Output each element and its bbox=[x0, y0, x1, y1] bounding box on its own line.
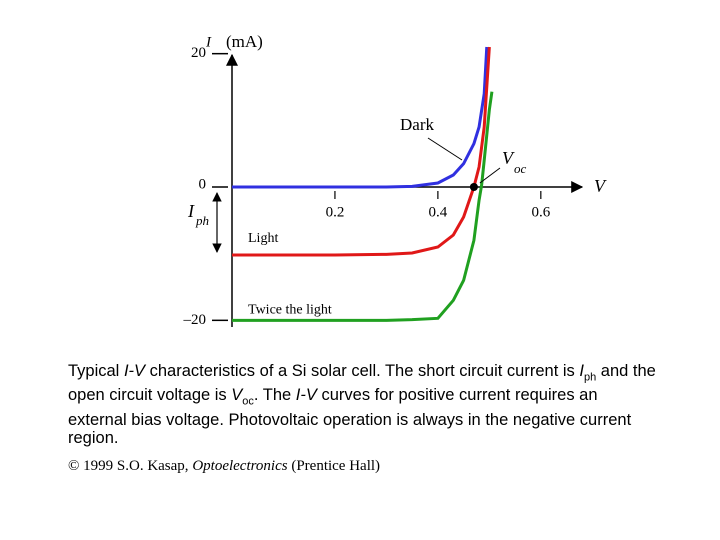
series-label: Dark bbox=[400, 115, 434, 134]
y-tick-label: 20 bbox=[191, 45, 206, 61]
caption-text: V bbox=[231, 386, 243, 405]
caption-text: I-V bbox=[123, 362, 146, 380]
credit-text: Optoelectronics bbox=[192, 458, 288, 474]
voc-sub: oc bbox=[514, 161, 527, 176]
caption-text: Typical bbox=[68, 362, 124, 380]
x-tick-label: 0.6 bbox=[531, 204, 550, 220]
caption-text: and the open circuit voltage is bbox=[68, 362, 656, 405]
y-tick-label: 0 bbox=[199, 176, 207, 192]
caption-text: I bbox=[579, 362, 584, 380]
voc-point bbox=[469, 183, 478, 191]
caption-text: characteristics of a Si solar cell. The … bbox=[145, 362, 580, 380]
caption-text: I-V bbox=[295, 386, 317, 405]
curve bbox=[232, 91, 494, 322]
caption-text: . The bbox=[253, 386, 296, 405]
curve bbox=[232, 46, 489, 189]
curve bbox=[232, 46, 491, 257]
credit-text: (Prentice Hall) bbox=[287, 458, 381, 474]
y-axis-label: I bbox=[205, 34, 212, 50]
iph-sub: ph bbox=[195, 213, 209, 228]
caption: Typical I-V characteristics of a Si sola… bbox=[68, 362, 658, 447]
caption-text: oc bbox=[242, 395, 254, 408]
leader-line bbox=[479, 167, 501, 184]
x-tick-label: 0.4 bbox=[429, 204, 448, 220]
y-axis-unit: (mA) bbox=[226, 32, 263, 51]
credit-text: © 1999 S.O. Kasap, bbox=[68, 458, 193, 474]
credit: © 1999 S.O. Kasap, Optoelectronics (Pren… bbox=[68, 458, 380, 475]
x-axis-label: V bbox=[594, 176, 607, 196]
leader-line bbox=[427, 137, 463, 161]
caption-text: ph bbox=[583, 371, 597, 384]
series-label: Light bbox=[248, 231, 278, 246]
series-label: Twice the light bbox=[248, 303, 332, 318]
iph-label: I bbox=[187, 201, 195, 221]
caption-text: curves for positive current requires an … bbox=[68, 386, 632, 447]
y-tick-label: –20 bbox=[183, 312, 207, 328]
x-tick-label: 0.2 bbox=[326, 204, 345, 220]
voc-label: V bbox=[502, 148, 515, 168]
